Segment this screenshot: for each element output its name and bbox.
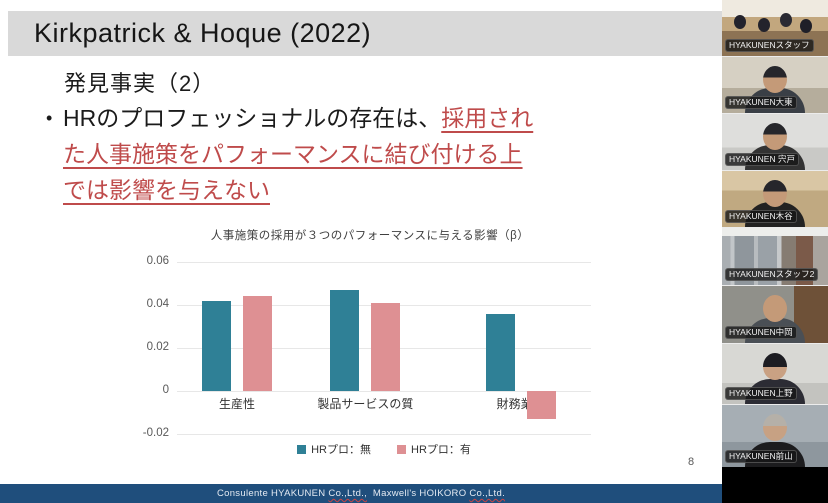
bullet-marker: • xyxy=(46,108,53,128)
x-axis-category-label: 製品サービスの質 xyxy=(317,397,414,411)
x-axis-category-label: 生産性 xyxy=(219,397,256,411)
person-head xyxy=(763,353,787,380)
chart-plot: 0.06 0.04 0.02 0 -0.02 生産性 製品サービスの質 財務業績 xyxy=(143,255,591,439)
participant-video: HYAKUNEN 宍戸 xyxy=(722,114,828,170)
legend-swatch xyxy=(297,444,307,454)
participant-tile[interactable]: HYAKUNEN前山 xyxy=(722,405,828,503)
legend-item: HRプロ：有 xyxy=(397,441,471,457)
participant-video: HYAKUNEN上野 xyxy=(722,344,828,404)
slide-title: Kirkpatrick & Hoque (2022) xyxy=(34,18,372,48)
legend-swatch xyxy=(397,444,406,454)
participant-video: HYAKUNENスタッフ2 xyxy=(722,228,828,285)
people-silhouettes xyxy=(734,15,746,29)
person-head xyxy=(763,123,787,150)
participant-video: HYAKUNEN大東 xyxy=(722,57,828,113)
y-axis-tick-label: -0.02 xyxy=(142,427,169,439)
participant-tile[interactable]: HYAKUNEN上野 xyxy=(722,344,828,404)
y-axis-tick-label: 0.04 xyxy=(146,298,169,310)
participant-tile[interactable]: HYAKUNEN木谷 xyxy=(722,171,828,227)
chart-gridline xyxy=(177,262,591,263)
shared-slide: Kirkpatrick & Hoque (2022) 発見事実（2） • HRのプ… xyxy=(0,11,722,503)
chart-gridline xyxy=(177,391,591,392)
footer-text-segment: Consulente HYAKUNEN xyxy=(216,488,329,499)
chart-bar xyxy=(202,300,232,391)
bullet-paragraph: • HRのプロフェッショナルの存在は、採用された人事施策をパフォーマンスに結び付け… xyxy=(46,100,536,208)
participant-video: HYAKUNEN木谷 xyxy=(722,171,828,227)
chart-bar xyxy=(330,289,360,391)
participant-name: HYAKUNEN中岡 xyxy=(725,326,797,339)
bullet-text-plain: HRのプロフェッショナルの存在は、 xyxy=(63,105,442,131)
participant-tile[interactable]: HYAKUNEN中岡 xyxy=(722,286,828,343)
footer-text-segment: Co.,Ltd. xyxy=(469,488,506,499)
footer-text-segment: Maxwell's HOIKORO xyxy=(367,488,470,499)
person-head xyxy=(763,180,787,207)
x-axis-category-label: 財務業績 xyxy=(496,397,545,411)
participant-tile[interactable]: HYAKUNENスタッフ xyxy=(722,0,828,56)
section-title: 発見事実（2） xyxy=(64,71,216,96)
legend-label: HRプロ：有 xyxy=(411,444,471,456)
person-head xyxy=(763,295,787,322)
footer-text-segment: Co.,Ltd., xyxy=(328,488,368,499)
bullet-text-highlight: 採用された人事施策をパフォーマンスに結び付ける上では影響を与えない xyxy=(63,105,534,203)
slide-title-bar: Kirkpatrick & Hoque (2022) xyxy=(8,11,722,56)
participant-name: HYAKUNEN前山 xyxy=(725,450,797,463)
chart-legend: HRプロ：無 HRプロ：有 xyxy=(177,441,591,457)
participant-video: HYAKUNEN前山 xyxy=(722,405,828,467)
chart-bar xyxy=(485,313,515,391)
participant-video: HYAKUNENスタッフ xyxy=(722,0,828,56)
participant-tile[interactable]: HYAKUNENスタッフ2 xyxy=(722,228,828,285)
slide-page-number: 8 xyxy=(688,456,695,468)
participant-tile[interactable]: HYAKUNEN 宍戸 xyxy=(722,114,828,170)
participant-name: HYAKUNENスタッフ xyxy=(725,39,814,52)
participants-strip[interactable]: HYAKUNENスタッフ HYAKUNEN大東 HYAKUNEN 宍戸 HYAKUNE… xyxy=(722,0,828,503)
chart-gridline xyxy=(177,434,591,435)
participant-name: HYAKUNENスタッフ2 xyxy=(725,268,819,281)
participant-name: HYAKUNEN上野 xyxy=(725,387,797,400)
chart-title: 人事施策の採用が３つのパフォーマンスに与える影響（β） xyxy=(210,230,530,242)
participant-name: HYAKUNEN大東 xyxy=(725,96,797,109)
y-axis-tick-label: 0.02 xyxy=(146,341,169,353)
person-head xyxy=(763,414,787,441)
participant-video: HYAKUNEN中岡 xyxy=(722,286,828,343)
participant-name: HYAKUNEN 宍戸 xyxy=(725,153,799,166)
y-axis-tick-label: 0 xyxy=(162,384,169,396)
chart-bar xyxy=(526,391,556,419)
legend-item: HRプロ：無 xyxy=(297,441,371,457)
legend-label: HRプロ：無 xyxy=(311,444,371,456)
slide-footer: Consulente HYAKUNEN Co.,Ltd., Maxwell's … xyxy=(0,484,722,503)
participant-name: HYAKUNEN木谷 xyxy=(725,210,797,223)
chart-bar xyxy=(371,302,401,391)
y-axis-tick-label: 0.06 xyxy=(146,255,169,267)
person-head xyxy=(763,66,787,93)
chart-bar xyxy=(243,296,273,391)
participant-tile[interactable]: HYAKUNEN大東 xyxy=(722,57,828,113)
